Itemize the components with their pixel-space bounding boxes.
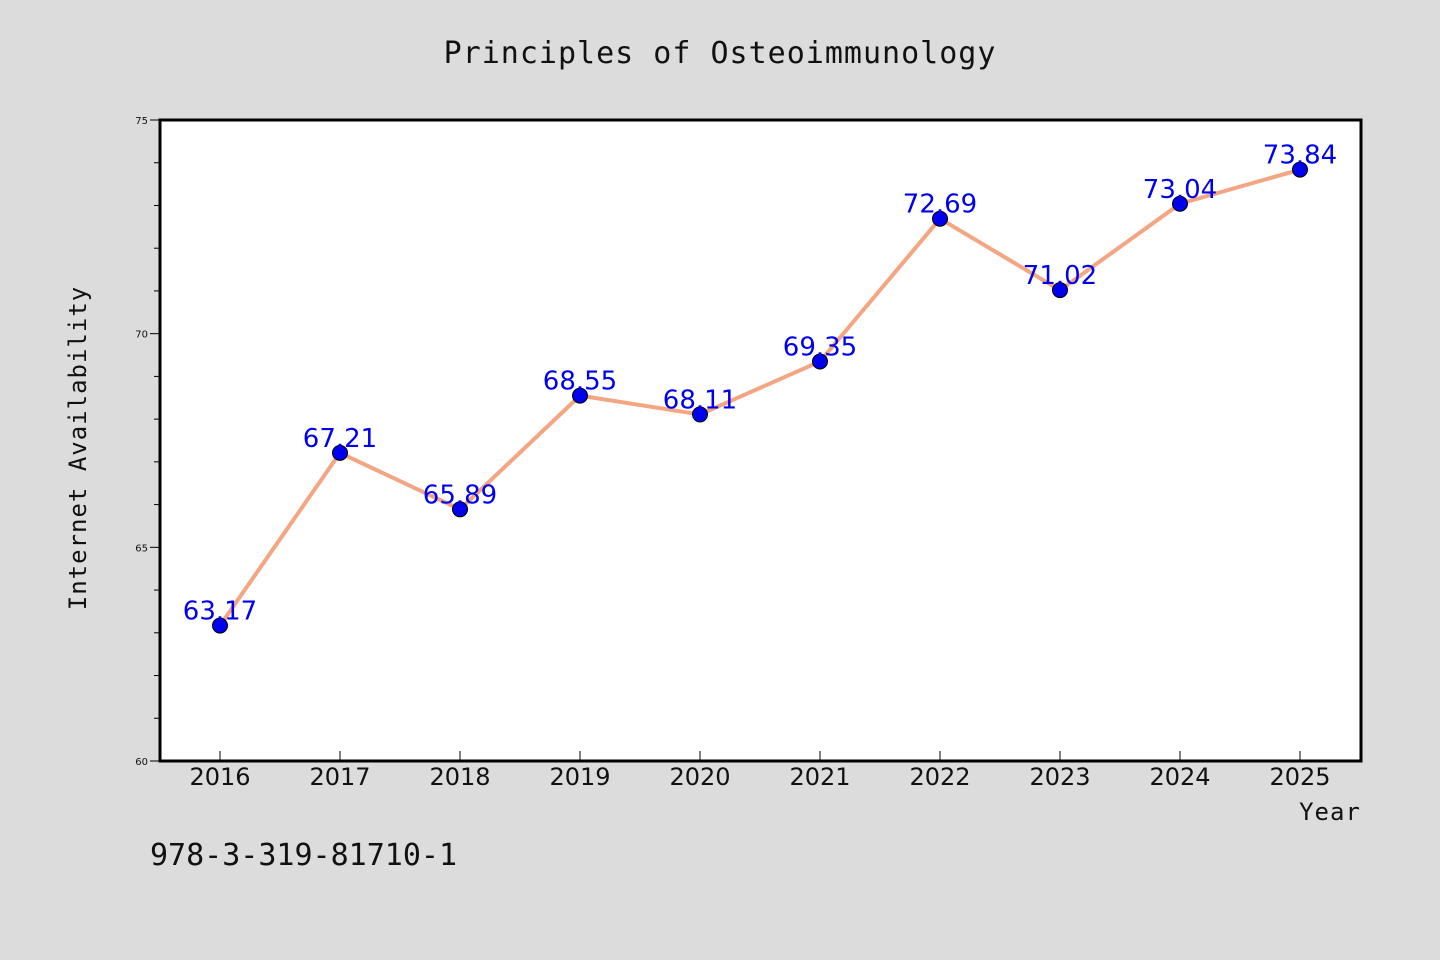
y-axis-ticks: 60 65 70 75: [135, 116, 148, 768]
x-tick-label: 2021: [789, 763, 850, 791]
y-axis-label: Internet Availability: [64, 286, 92, 610]
y-tick-label: 75: [135, 116, 148, 127]
data-point-label: 68.55: [543, 367, 617, 397]
data-point-marker: [572, 387, 588, 404]
chart-title: Principles of Osteoimmunology: [444, 36, 997, 71]
data-point-marker: [692, 406, 708, 423]
x-axis-ticks: 2016 2017 2018 2019 2020 2021 2022 2023 2024 2025: [189, 751, 1331, 791]
data-point-marker: [932, 210, 948, 227]
data-point-label: 69.35: [783, 332, 857, 362]
data-point-marker: [1052, 282, 1068, 299]
data-point-label: 67.21: [303, 424, 377, 454]
data-point-label: 72.69: [903, 190, 977, 220]
data-point-label: 73.04: [1143, 175, 1217, 205]
data-point-marker: [1172, 195, 1188, 212]
y-tick-label: 70: [135, 330, 148, 341]
x-tick-label: 2022: [909, 763, 970, 791]
x-tick-label: 2023: [1029, 763, 1090, 791]
y-tick-label: 65: [135, 543, 148, 554]
x-tick-label: 2018: [429, 763, 490, 791]
data-point-label: 73.84: [1263, 141, 1337, 171]
plot-frame: [158, 118, 1363, 763]
data-point-marker: [452, 501, 468, 518]
x-axis-label: Year: [1299, 798, 1361, 826]
plot-area: [160, 120, 1361, 761]
data-point-label: 68.11: [663, 385, 737, 415]
y-tick-label: 60: [135, 757, 148, 768]
isbn-annotation: 978-3-319-81710-1: [150, 838, 457, 873]
x-tick-label: 2016: [189, 763, 250, 791]
x-tick-label: 2025: [1269, 763, 1330, 791]
data-point-label: 63.17: [183, 597, 257, 627]
series-line: [218, 167, 1301, 627]
data-point-marker: [812, 353, 828, 370]
x-tick-label: 2020: [669, 763, 730, 791]
data-point-marker: [1292, 161, 1308, 178]
data-point-label: 71.02: [1023, 261, 1097, 291]
data-point-marker: [332, 444, 348, 461]
x-tick-label: 2019: [549, 763, 610, 791]
data-markers: [212, 161, 1308, 634]
data-point-marker: [212, 617, 228, 634]
x-tick-label: 2024: [1149, 763, 1210, 791]
data-point-label: 65.89: [423, 480, 497, 510]
x-tick-label: 2017: [309, 763, 370, 791]
data-labels: 63.17 67.21 65.89 68.55 68.11 69.35 72.69 71.02…: [183, 141, 1337, 627]
